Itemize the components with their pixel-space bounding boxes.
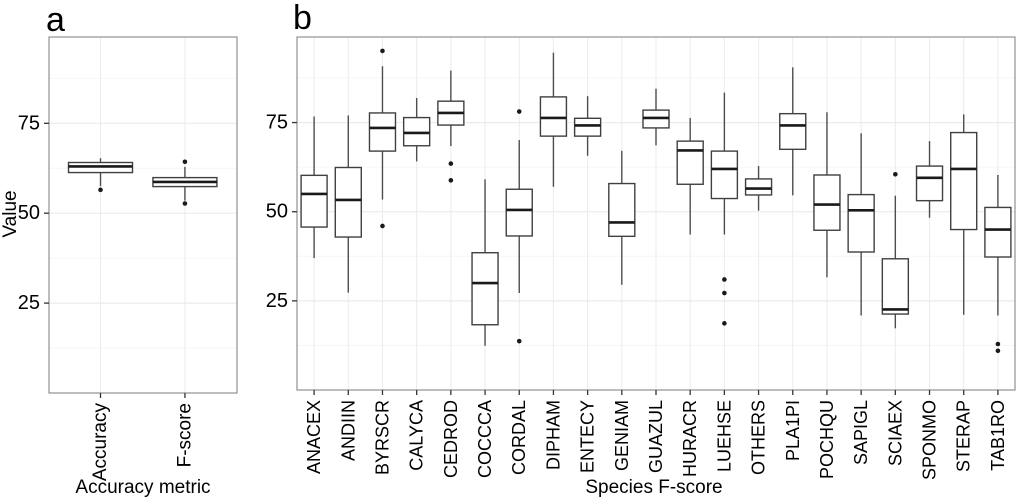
- panel-border: [48, 36, 238, 394]
- category-label: SCIAEX: [885, 400, 905, 466]
- category-label: DIPHAM: [543, 400, 563, 470]
- category-label: CORDAL: [509, 400, 529, 475]
- box: [779, 112, 807, 151]
- y-tick-label: 25: [266, 290, 288, 312]
- outlier-point: [722, 277, 727, 282]
- box: [744, 178, 773, 196]
- category-label: COCCCA: [475, 400, 495, 478]
- box: [300, 174, 328, 228]
- box: [539, 96, 568, 137]
- outlier-point: [893, 171, 898, 177]
- outlier-point: [722, 321, 727, 326]
- box: [710, 150, 739, 200]
- panel-b-x-axis-title: Species F-score: [585, 477, 723, 498]
- outlier-point: [182, 201, 188, 206]
- outlier-point: [516, 338, 522, 344]
- box: [950, 131, 978, 231]
- category-label: PLA1PI: [783, 400, 803, 461]
- box: [505, 188, 533, 237]
- category-label: POCHQU: [817, 400, 837, 479]
- outlier-point: [380, 48, 385, 54]
- y-tick-label: 75: [266, 112, 288, 134]
- category-label: HURACR: [680, 400, 700, 477]
- panel-a-label: a: [46, 1, 65, 39]
- box: [573, 117, 602, 137]
- outlier-point: [380, 223, 385, 229]
- outlier-point: [448, 178, 454, 183]
- box: [813, 174, 841, 231]
- panel-b-label: b: [293, 0, 312, 37]
- outlier-point: [182, 159, 188, 165]
- outlier-point: [516, 109, 522, 114]
- category-label: GUAZUL: [646, 400, 666, 473]
- category-label: BYRSCR: [372, 400, 392, 475]
- panel-b-boxplot: 25 50 75 ANACEX ANDIIN BYRSCR CALYCA CEDROD COCC…: [266, 36, 1016, 480]
- category-label: ENTECY: [578, 400, 598, 473]
- category-label: F-score: [174, 403, 195, 467]
- outlier-point: [995, 348, 1001, 354]
- panel-a-boxplot: 25 50 75 Accuracy F-score: [18, 36, 238, 482]
- box: [915, 165, 944, 202]
- category-label: ANACEX: [304, 400, 324, 474]
- box: [608, 182, 636, 238]
- category-label: ANDIIN: [338, 400, 358, 461]
- category-label: STERAP: [954, 400, 974, 472]
- outlier-point: [722, 290, 727, 296]
- category-label: CALYCA: [407, 400, 427, 471]
- box: [881, 258, 910, 315]
- y-axis-title: Value: [0, 190, 21, 238]
- y-tick-label: 50: [266, 201, 288, 223]
- category-label: LUEHSE: [714, 400, 734, 472]
- box: [984, 206, 1012, 258]
- box: [471, 252, 499, 326]
- category-label: SAPIGL: [851, 400, 871, 465]
- box: [676, 140, 704, 185]
- y-tick-label: 75: [18, 112, 40, 134]
- y-tick-label: 50: [18, 202, 40, 224]
- panel-a-x-axis-title: Accuracy metric: [75, 477, 211, 498]
- box: [847, 193, 875, 253]
- box: [334, 166, 362, 238]
- box: [368, 112, 397, 152]
- category-label: OTHERS: [749, 400, 769, 475]
- panel-background: [49, 37, 237, 393]
- category-label: TAB1RO: [988, 400, 1008, 471]
- category-label: GENIAM: [612, 400, 632, 471]
- category-label: SPONMO: [920, 400, 940, 480]
- outlier-point: [448, 161, 454, 166]
- category-label: Accuracy: [90, 403, 111, 482]
- category-label: CEDROD: [441, 400, 461, 478]
- outlier-point: [995, 341, 1001, 347]
- y-tick-label: 25: [18, 292, 40, 314]
- outlier-point: [98, 187, 103, 193]
